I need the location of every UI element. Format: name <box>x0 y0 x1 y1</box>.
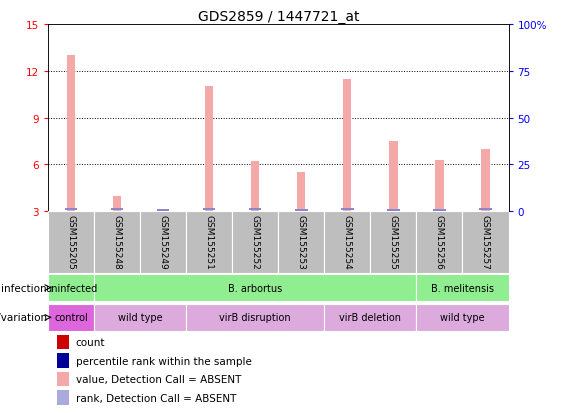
Text: count: count <box>76 337 105 347</box>
Text: GSM155252: GSM155252 <box>251 215 260 270</box>
Text: percentile rank within the sample: percentile rank within the sample <box>76 356 251 366</box>
Bar <box>48 212 94 273</box>
Bar <box>279 212 324 273</box>
Text: GSM155255: GSM155255 <box>389 215 398 270</box>
Bar <box>435 160 444 212</box>
Text: GSM155248: GSM155248 <box>112 215 121 270</box>
Bar <box>186 212 232 273</box>
Bar <box>249 209 262 211</box>
Bar <box>343 79 351 212</box>
Bar <box>65 209 77 211</box>
Bar <box>251 162 259 212</box>
Text: genotype/variation: genotype/variation <box>0 313 47 323</box>
Text: GSM155253: GSM155253 <box>297 215 306 270</box>
Text: GSM155205: GSM155205 <box>67 215 76 270</box>
Bar <box>94 212 140 273</box>
Text: wild type: wild type <box>118 313 162 323</box>
Bar <box>297 173 306 212</box>
Bar <box>67 56 75 212</box>
Text: GSM155249: GSM155249 <box>159 215 168 270</box>
Text: control: control <box>54 313 88 323</box>
Bar <box>157 209 170 211</box>
Bar <box>57 372 69 387</box>
Title: GDS2859 / 1447721_at: GDS2859 / 1447721_at <box>198 10 359 24</box>
Bar <box>341 209 354 211</box>
Bar <box>416 304 508 331</box>
Bar <box>48 304 94 331</box>
Bar <box>57 390 69 405</box>
Bar <box>387 209 399 211</box>
Text: wild type: wild type <box>440 313 485 323</box>
Bar <box>416 275 508 301</box>
Bar <box>295 209 307 211</box>
Text: GSM155251: GSM155251 <box>205 215 214 270</box>
Bar <box>113 196 121 212</box>
Bar <box>94 275 416 301</box>
Bar <box>94 304 186 331</box>
Text: infection: infection <box>2 283 47 293</box>
Bar <box>416 212 463 273</box>
Bar <box>186 304 324 331</box>
Bar <box>463 212 508 273</box>
Bar <box>389 142 398 212</box>
Text: virB disruption: virB disruption <box>219 313 291 323</box>
Bar <box>159 212 167 240</box>
Bar <box>371 212 416 273</box>
Text: B. melitensis: B. melitensis <box>431 283 494 293</box>
Bar <box>140 212 186 273</box>
Bar <box>232 212 279 273</box>
Bar <box>324 304 416 331</box>
Bar <box>57 354 69 368</box>
Bar <box>57 335 69 349</box>
Text: virB deletion: virB deletion <box>340 313 401 323</box>
Text: GSM155254: GSM155254 <box>343 215 352 270</box>
Bar <box>205 87 214 212</box>
Bar <box>481 150 490 212</box>
Text: GSM155257: GSM155257 <box>481 215 490 270</box>
Text: uninfected: uninfected <box>45 283 97 293</box>
Bar <box>324 212 371 273</box>
Bar <box>48 275 94 301</box>
Bar <box>479 209 492 211</box>
Text: rank, Detection Call = ABSENT: rank, Detection Call = ABSENT <box>76 393 236 403</box>
Bar <box>203 209 215 211</box>
Text: GSM155256: GSM155256 <box>435 215 444 270</box>
Text: value, Detection Call = ABSENT: value, Detection Call = ABSENT <box>76 374 241 384</box>
Bar <box>111 209 123 211</box>
Text: B. arbortus: B. arbortus <box>228 283 282 293</box>
Bar <box>433 209 446 211</box>
